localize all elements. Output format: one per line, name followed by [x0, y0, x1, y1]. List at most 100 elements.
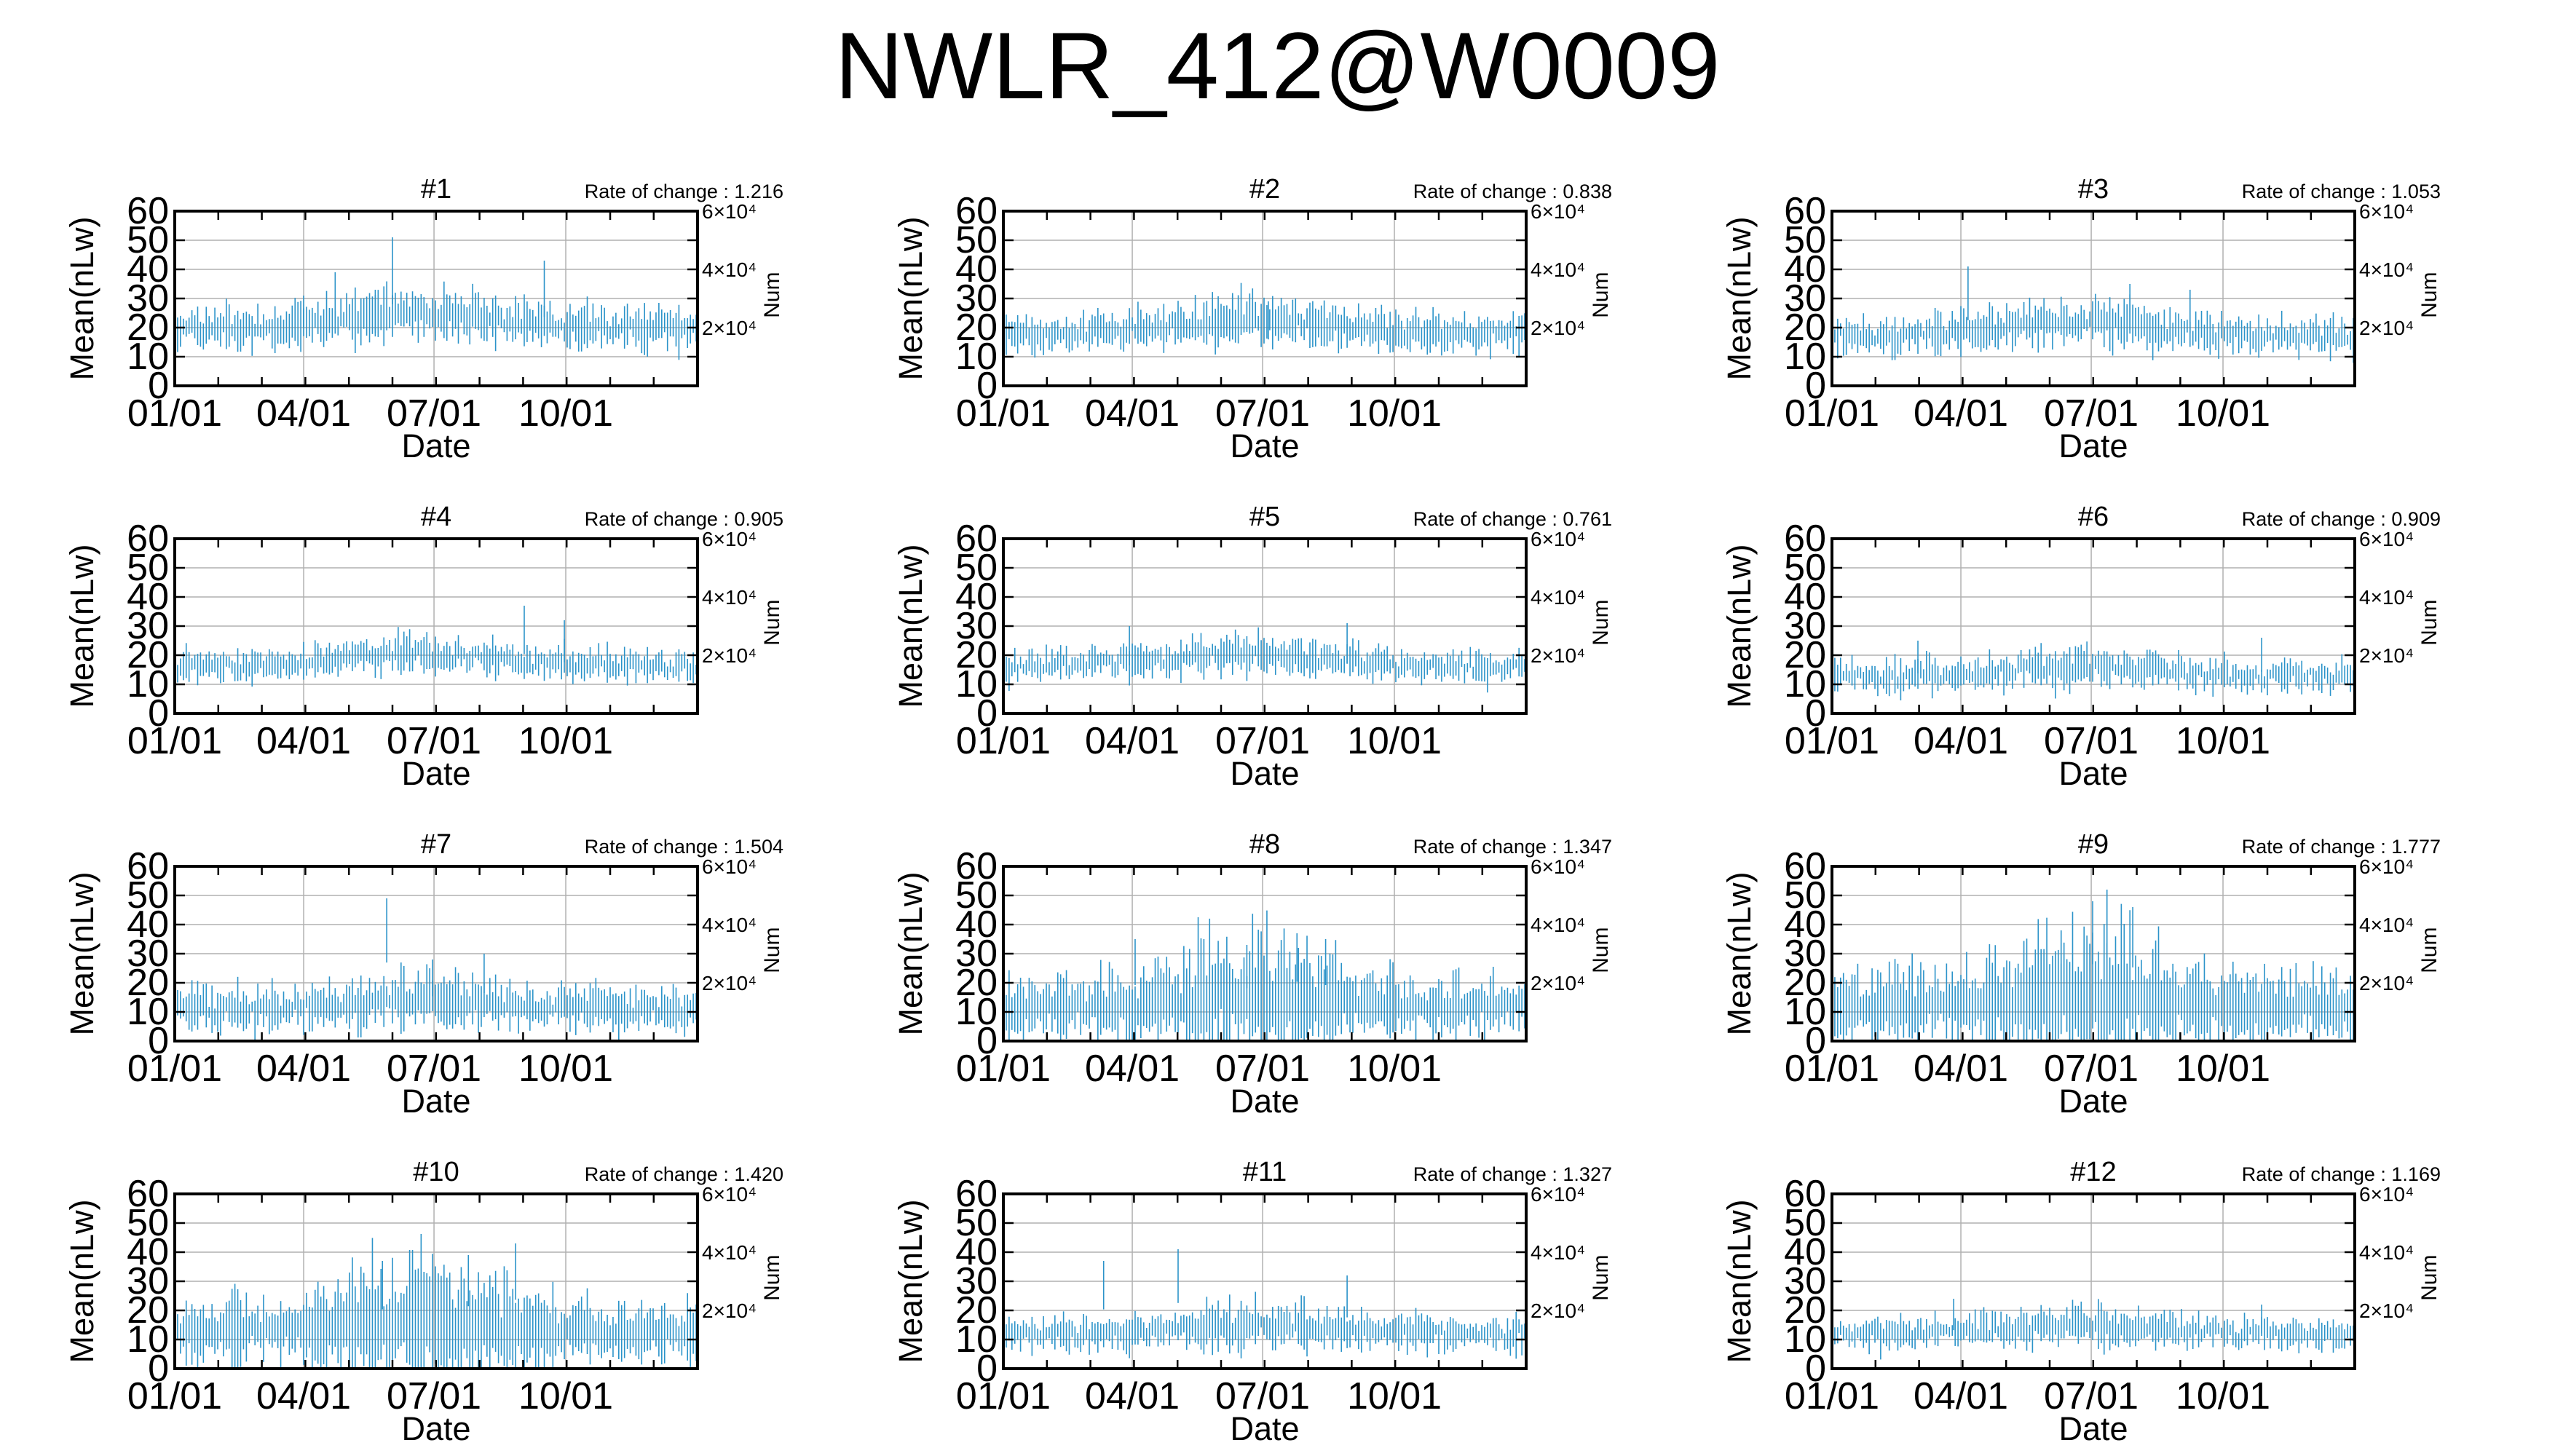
ytick-label: 40	[1784, 248, 1826, 290]
subplot-title: #5	[1249, 502, 1280, 532]
y-right-axis-label: Num	[2417, 600, 2441, 646]
y-right-tick-label: 2×10⁴	[1531, 972, 1585, 994]
ytick-label: 50	[1784, 547, 1826, 589]
ytick-label: 40	[127, 903, 169, 946]
ytick-label: 60	[1784, 845, 1826, 887]
xtick-label: 07/01	[1215, 720, 1310, 762]
rate-of-change-label: Rate of change : 1.504	[585, 836, 783, 858]
y-right-axis-label: Num	[2417, 272, 2441, 318]
xtick-label: 04/01	[1914, 392, 2008, 435]
xtick-label: 01/01	[127, 1375, 222, 1417]
ytick-label: 60	[955, 518, 998, 560]
ytick-label: 30	[127, 605, 169, 647]
ytick-label: 60	[1784, 1173, 1826, 1215]
ytick-label: 40	[127, 248, 169, 290]
series-bars	[1831, 1299, 2354, 1360]
y-right-tick-label: 4×10⁴	[1531, 1241, 1585, 1264]
x-axis-label: Date	[401, 755, 470, 792]
rate-of-change-label: Rate of change : 0.905	[585, 508, 783, 530]
ytick-label: 10	[1784, 336, 1826, 378]
y-right-tick-label: 6×10⁴	[2359, 855, 2414, 878]
xtick-label: 10/01	[518, 392, 613, 435]
rate-of-change-label: Rate of change : 0.909	[2242, 508, 2441, 530]
x-axis-label: Date	[2058, 1410, 2128, 1447]
y-right-tick-label: 6×10⁴	[1531, 855, 1585, 878]
y-right-axis-label: Num	[2417, 927, 2441, 973]
xtick-label: 07/01	[2044, 1375, 2139, 1417]
xtick-label: 10/01	[518, 1048, 613, 1090]
y-right-tick-label: 2×10⁴	[702, 972, 757, 994]
rate-of-change-label: Rate of change : 0.761	[1413, 508, 1612, 530]
y-axis-label: Mean(nLw)	[63, 544, 100, 708]
xtick-label: 10/01	[2176, 1375, 2270, 1417]
y-axis-label: Mean(nLw)	[63, 216, 100, 380]
ytick-label: 50	[127, 547, 169, 589]
xtick-label: 04/01	[256, 1048, 351, 1090]
y-right-tick-label: 4×10⁴	[702, 914, 757, 936]
ytick-label: 40	[127, 576, 169, 618]
subplot-title: #3	[2078, 174, 2109, 205]
ytick-label: 10	[127, 1318, 169, 1361]
xtick-label: 07/01	[2044, 1048, 2139, 1090]
xtick-label: 01/01	[956, 392, 1051, 435]
ytick-label: 0	[148, 365, 169, 407]
ytick-label: 20	[1784, 962, 1826, 1004]
x-axis-label: Date	[401, 1410, 470, 1447]
xtick-label: 01/01	[127, 392, 222, 435]
ytick-label: 0	[1805, 692, 1826, 735]
y-axis-label: Mean(nLw)	[63, 1199, 100, 1363]
ytick-label: 50	[955, 874, 998, 917]
xtick-label: 04/01	[1914, 1375, 2008, 1417]
y-axis-label: Mean(nLw)	[892, 1199, 929, 1363]
y-right-tick-label: 6×10⁴	[702, 1183, 757, 1206]
rate-of-change-label: Rate of change : 1.347	[1413, 836, 1612, 858]
ytick-label: 0	[148, 1348, 169, 1390]
xtick-label: 10/01	[518, 1375, 613, 1417]
ytick-label: 30	[955, 933, 998, 975]
xtick-label: 07/01	[387, 392, 481, 435]
y-right-tick-label: 2×10⁴	[2359, 317, 2414, 339]
ytick-label: 60	[955, 190, 998, 232]
series-bars	[1003, 1249, 1525, 1359]
ytick-label: 30	[955, 605, 998, 647]
ytick-label: 30	[1784, 933, 1826, 975]
y-right-tick-label: 2×10⁴	[702, 317, 757, 339]
x-axis-label: Date	[1230, 1083, 1299, 1120]
ytick-label: 20	[955, 634, 998, 676]
xtick-label: 07/01	[2044, 392, 2139, 435]
x-axis-label: Date	[2058, 427, 2128, 464]
y-right-tick-label: 6×10⁴	[702, 528, 757, 550]
y-right-tick-label: 2×10⁴	[2359, 972, 2414, 994]
subplot-title: #7	[421, 829, 451, 860]
series-bars	[1831, 266, 2354, 363]
y-right-axis-label: Num	[2417, 1255, 2441, 1301]
xtick-label: 01/01	[956, 1048, 1051, 1090]
xtick-label: 04/01	[256, 720, 351, 762]
ytick-label: 60	[127, 1173, 169, 1215]
ytick-label: 50	[1784, 219, 1826, 261]
ytick-label: 60	[955, 845, 998, 887]
ytick-label: 30	[955, 1260, 998, 1302]
ytick-label: 60	[1784, 518, 1826, 560]
y-right-tick-label: 4×10⁴	[702, 258, 757, 281]
rate-of-change-label: Rate of change : 1.420	[585, 1163, 783, 1185]
subplot-title: #4	[421, 502, 451, 532]
y-right-tick-label: 2×10⁴	[702, 644, 757, 667]
ytick-label: 10	[127, 336, 169, 378]
xtick-label: 04/01	[1914, 1048, 2008, 1090]
xtick-label: 07/01	[1215, 392, 1310, 435]
y-right-axis-label: Num	[760, 1255, 784, 1301]
xtick-label: 01/01	[1785, 1375, 1879, 1417]
ytick-label: 30	[1784, 605, 1826, 647]
xtick-label: 04/01	[256, 392, 351, 435]
rate-of-change-label: Rate of change : 1.777	[2242, 836, 2441, 858]
y-axis-label: Mean(nLw)	[63, 871, 100, 1035]
y-right-tick-label: 4×10⁴	[702, 1241, 757, 1264]
y-right-tick-label: 4×10⁴	[2359, 914, 2414, 936]
